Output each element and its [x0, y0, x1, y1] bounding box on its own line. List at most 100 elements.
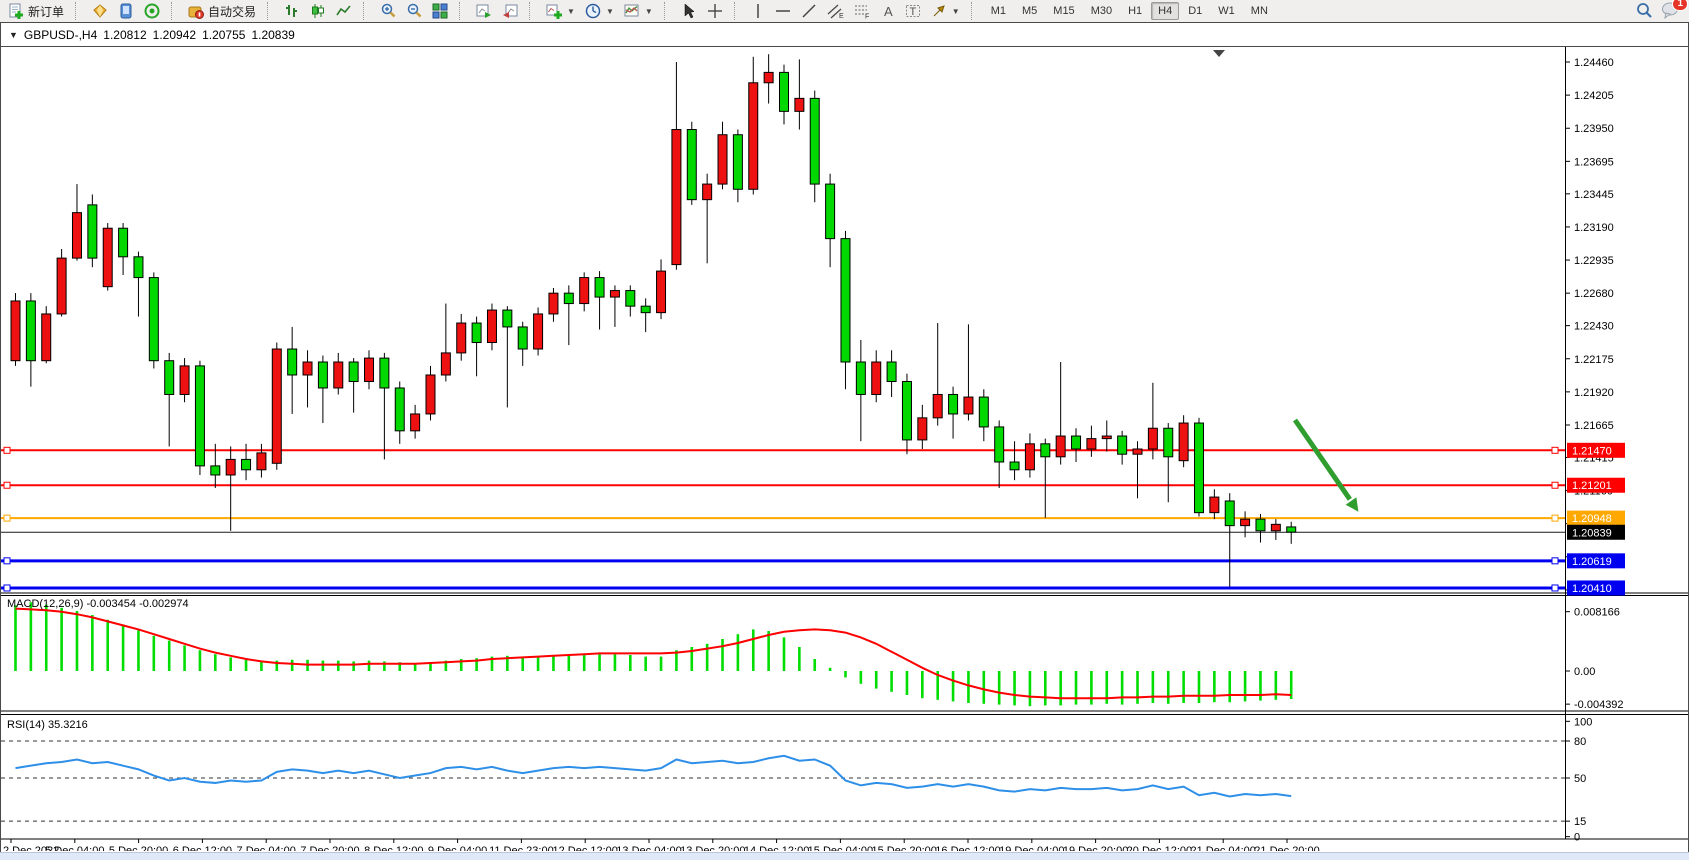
timeframe-M15[interactable]: M15	[1053, 5, 1075, 17]
price-tick-label: 1.24205	[1574, 90, 1614, 102]
candle-body	[456, 322, 467, 354]
profiles-button[interactable]: ▼	[580, 1, 619, 21]
macd-signal-line	[15, 607, 1292, 700]
timeframe-W1[interactable]: W1	[1218, 5, 1235, 17]
candle-body	[379, 357, 390, 389]
candle-body	[779, 71, 789, 112]
candlestick-button[interactable]	[305, 1, 331, 21]
candle-body	[1132, 448, 1143, 455]
price-tick-label: 1.23445	[1574, 189, 1614, 201]
timeframe-buttons: M1 M5 M15 M30 H1 H4 D1 W1 MN	[980, 0, 1279, 22]
search-icon[interactable]	[1635, 2, 1653, 20]
candle-body	[148, 277, 159, 362]
signals-button[interactable]	[139, 1, 165, 21]
chevron-down-icon: ▼	[9, 29, 18, 40]
time-tick-label: 9 Dec 04:00	[428, 845, 487, 851]
new-chart-button[interactable]: ▼	[541, 1, 580, 21]
candlestick-icon	[310, 3, 326, 19]
toolbar-separator	[171, 2, 177, 20]
candle-body	[886, 361, 897, 382]
hline-anchor[interactable]	[3, 514, 11, 522]
zoom-in-button[interactable]	[375, 1, 401, 21]
rsi-pane: RSI(14) 35.3216	[1, 719, 1565, 822]
zoom-out-button[interactable]	[401, 1, 427, 21]
candle-body	[656, 270, 667, 314]
trendline-icon	[801, 3, 817, 19]
candle-body	[1040, 443, 1051, 458]
candle-body	[1086, 438, 1097, 450]
tile-windows-button[interactable]	[427, 1, 453, 21]
timeframe-D1[interactable]: D1	[1188, 5, 1203, 17]
channel-tool-button[interactable]: E	[822, 1, 849, 21]
gem-icon	[92, 3, 108, 19]
rsi-axis-label: 0	[1574, 832, 1580, 844]
toolbar-separator	[663, 2, 670, 20]
timeframe-H4[interactable]: H4	[1151, 2, 1180, 20]
hline-anchor[interactable]	[3, 446, 11, 454]
timeframe-H1[interactable]: H1	[1128, 5, 1143, 17]
price-flag-1.21201: 1.21201	[1567, 477, 1625, 493]
candle-body	[225, 458, 236, 476]
price-tick-label: 1.23695	[1574, 156, 1614, 168]
label-tool-button[interactable]: T	[900, 1, 926, 21]
timeframe-MN[interactable]: MN	[1250, 5, 1268, 17]
timeframe-M5[interactable]: M5	[1022, 5, 1038, 17]
rsi-line	[15, 754, 1292, 798]
toolbar-separator	[363, 2, 369, 20]
vline-tool-button[interactable]	[746, 1, 770, 21]
price-tick-label: 1.22175	[1574, 354, 1614, 366]
price-tick-label: 1.23190	[1574, 222, 1614, 234]
timeframe-M30[interactable]: M30	[1090, 5, 1113, 17]
chart-title-bar[interactable]: ▼ GBPUSD-,H4 1.20812 1.20942 1.20755 1.2…	[1, 23, 1688, 47]
chart-forward-icon	[476, 3, 492, 19]
candle-body	[71, 212, 82, 259]
svg-text:E: E	[839, 13, 844, 19]
candle-body	[840, 238, 851, 363]
trendline-tool-button[interactable]	[796, 1, 822, 21]
candle-body	[210, 465, 221, 476]
candle-body	[486, 309, 497, 344]
crosshair-icon	[707, 3, 723, 19]
hline-tool-button[interactable]	[770, 1, 796, 21]
terminal-button[interactable]	[113, 1, 139, 21]
candle-body	[1209, 496, 1220, 514]
chart-shift-marker[interactable]	[1213, 50, 1225, 57]
hline-anchor[interactable]	[1551, 446, 1559, 454]
hline-anchor[interactable]	[1551, 557, 1559, 565]
fibonacci-tool-button[interactable]: F	[849, 1, 876, 21]
price-tick-label: 1.22935	[1574, 255, 1614, 267]
line-chart-button[interactable]	[331, 1, 357, 21]
new-order-button[interactable]: 新订单	[3, 1, 69, 22]
time-tick-label: 21 Dec 04:00	[1190, 845, 1255, 851]
chevron-down-icon: ▼	[644, 6, 653, 16]
chart-back-button[interactable]	[497, 1, 523, 21]
trend-arrow-head[interactable]	[1345, 497, 1359, 512]
hline-anchor[interactable]	[3, 481, 11, 489]
notification-badge: 1	[1672, 0, 1688, 11]
bar-chart-button[interactable]	[279, 1, 305, 21]
autotrade-button[interactable]: 自动交易	[183, 1, 261, 22]
hline-anchor[interactable]	[3, 557, 11, 565]
hline-anchor[interactable]	[3, 584, 11, 592]
candle-body	[963, 396, 974, 415]
timeframe-M1[interactable]: M1	[990, 5, 1006, 17]
hline-anchor[interactable]	[1551, 514, 1559, 522]
cursor-tool-button[interactable]	[676, 1, 702, 21]
time-tick-label: 13 Dec 04:00	[616, 845, 681, 851]
chart-forward-button[interactable]	[471, 1, 497, 21]
candle-body	[241, 458, 252, 471]
candle-body	[579, 277, 590, 305]
candle-body	[563, 292, 574, 305]
shapes-tool-button[interactable]: ▼	[926, 1, 965, 21]
toolbar-separator	[970, 2, 977, 20]
zoom-out-icon	[406, 3, 422, 19]
text-tool-button[interactable]: A	[876, 1, 900, 21]
notifications-button[interactable]: 1	[1661, 0, 1688, 22]
hline-anchor[interactable]	[1551, 584, 1559, 592]
trend-arrow[interactable]	[1292, 418, 1352, 501]
crosshair-tool-button[interactable]	[702, 1, 728, 21]
hline-anchor[interactable]	[1551, 481, 1559, 489]
indicators-button[interactable]: ▼	[619, 1, 658, 21]
market-watch-button[interactable]	[87, 1, 113, 21]
